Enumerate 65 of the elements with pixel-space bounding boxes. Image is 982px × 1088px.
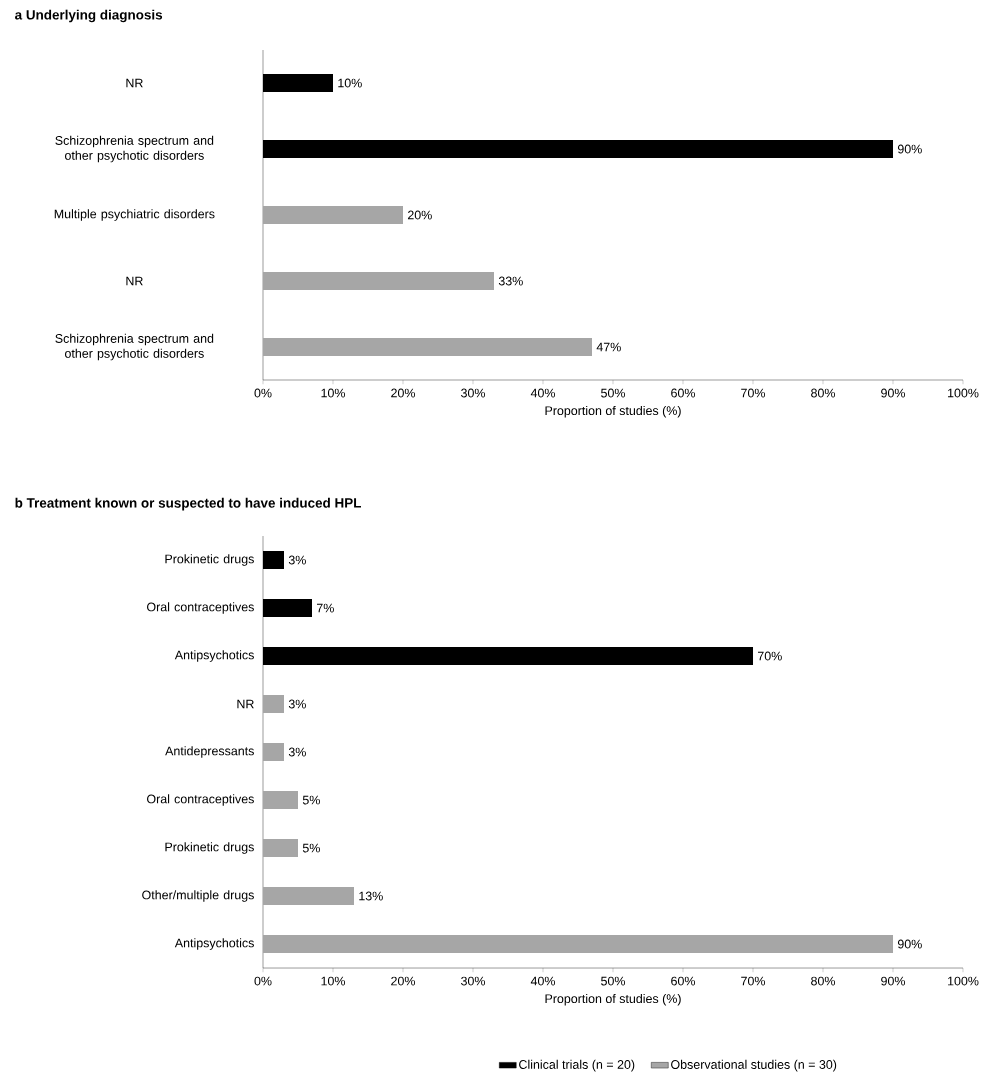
x-tick-label: 90% [881,976,906,986]
bar [263,695,284,714]
data-label: 5% [302,843,320,853]
x-tick-label: 0% [254,976,272,986]
data-label: 7% [316,603,334,613]
data-label: 33% [498,276,523,286]
x-tick-label: 40% [530,976,556,986]
x-tick-label: 20% [391,976,416,986]
bar [263,743,284,762]
x-tick-label: 100% [948,976,979,986]
y-tick-label: Oral contraceptives [147,794,254,806]
data-label: 3% [288,699,306,709]
x-axis-title: Proportion of studies (%) [545,993,681,1006]
y-tick-label: NR [126,78,143,88]
y-tick-label: Prokinetic drugs [165,554,254,566]
x-tick-label: 10% [321,388,346,398]
x-tick-label: 90% [881,388,906,398]
x-tick-label: 60% [671,388,696,398]
x-tick-label: 70% [741,976,766,986]
x-tick-label: 30% [461,388,486,398]
y-tick-label: NR [126,276,143,286]
bar [263,839,298,858]
y-tick-label: Multiple psychiatric disorders [54,209,215,221]
data-label: 3% [288,555,306,565]
y-tick-label: Antipsychotics [174,938,254,950]
chart-title: b Treatment known or suspected to have induced HPL [15,497,361,511]
x-tick-label: 80% [811,388,836,398]
bar [263,272,494,291]
y-tick-label: NR [237,699,254,709]
data-label: 90% [897,939,922,949]
x-tick-label: 20% [391,388,416,398]
y-tick-label: Antipsychotics [174,650,254,662]
data-label: 5% [302,795,320,805]
bar [263,791,298,810]
text: a Underlying diagnosis [15,9,163,23]
y-tick-label: Schizophrenia spectrum and other psychotic disorders [55,135,214,163]
x-tick-label: 0% [254,388,272,398]
legend-label: Clinical trials (n = 20) [519,1059,635,1072]
x-tick-label: 50% [601,388,626,398]
data-label: 47% [596,342,621,352]
x-tick-label: 40% [530,388,556,398]
data-label: 90% [897,144,922,154]
data-label: 70% [758,651,782,661]
x-tick-label: 70% [741,388,766,398]
data-label: 20% [407,210,432,220]
y-tick-label: Prokinetic drugs [165,842,254,854]
y-tick-label: Antidepressants [165,746,254,758]
x-axis-title: Proportion of studies (%) [545,405,681,418]
x-tick-label: 100% [948,388,979,398]
x-tick-label: 50% [601,976,626,986]
x-tick-label: 60% [671,976,696,986]
legend-label: Observational studies (n = 30) [671,1059,837,1072]
bar [263,206,403,225]
y-tick-label: Schizophrenia spectrum and other psychotic disorders [55,333,214,361]
x-tick-label: 80% [811,976,836,986]
data-label: 10% [338,78,362,88]
bar [263,338,592,357]
data-label: 13% [359,891,383,901]
y-tick-label: Other/multiple drugs [142,890,254,902]
y-tick-label: Oral contraceptives [147,602,254,614]
x-tick-label: 30% [461,976,486,986]
data-label: 3% [288,747,306,757]
x-tick-label: 10% [321,976,346,986]
bar [263,887,354,906]
bar [263,935,894,954]
